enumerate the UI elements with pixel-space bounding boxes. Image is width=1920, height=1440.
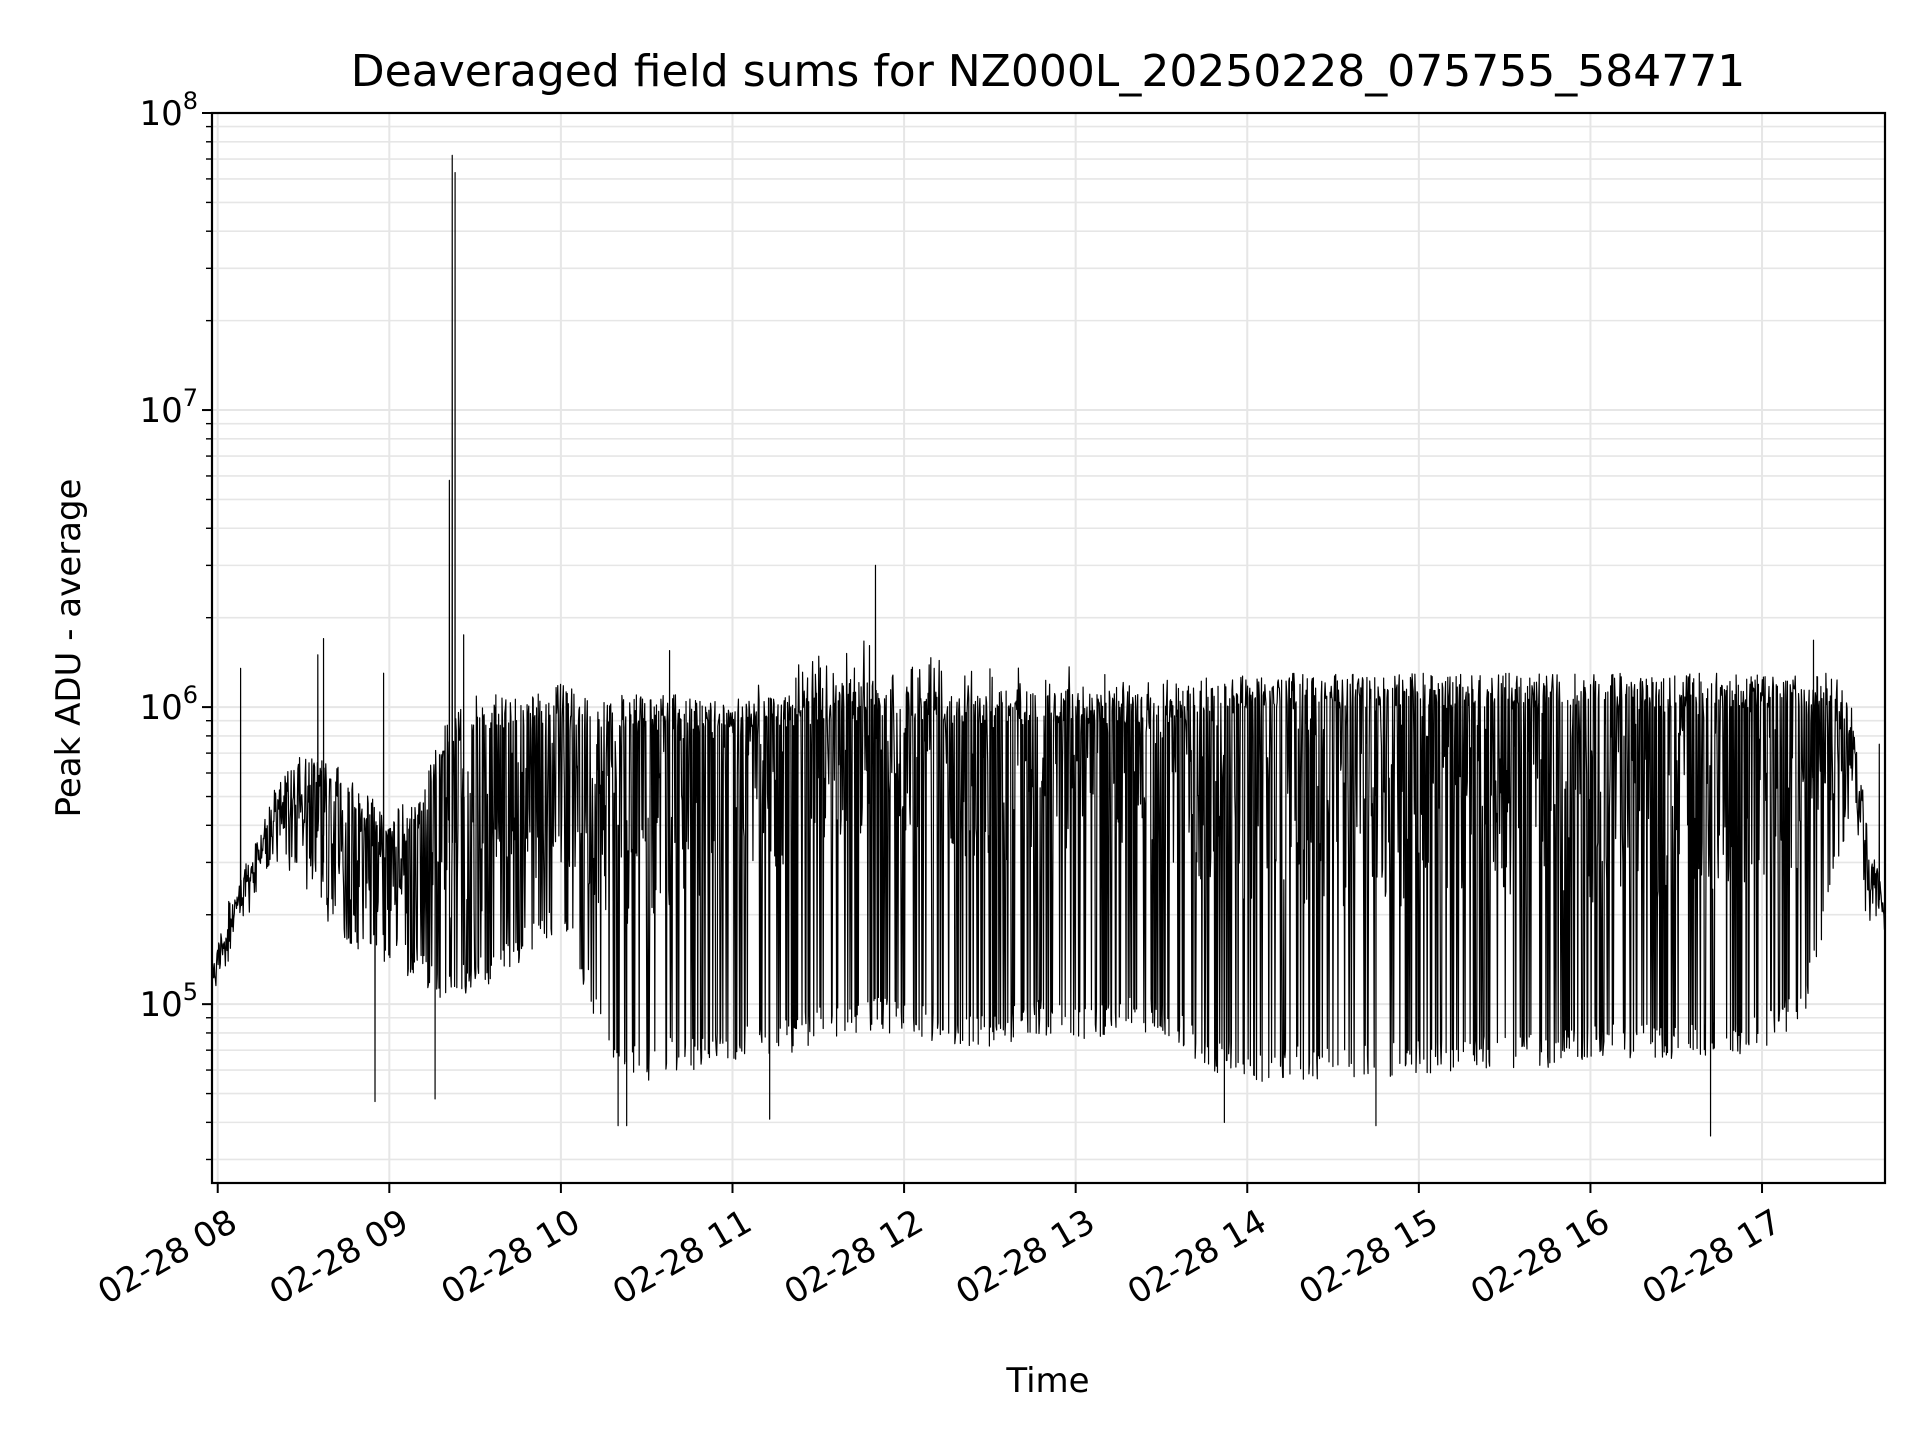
y-tick-label: 105 xyxy=(139,978,198,1025)
x-axis-title: Time xyxy=(1005,1361,1089,1401)
plot-frame xyxy=(210,111,1887,1185)
plot-area xyxy=(211,154,1886,1137)
y-axis: 105 106 107 108 xyxy=(139,87,212,1161)
series-line xyxy=(211,154,1886,1137)
y-tick-label: 108 xyxy=(139,87,198,134)
chart-title: Deaveraged field sums for NZ000L_2025022… xyxy=(351,46,1745,97)
y-tick-label: 107 xyxy=(139,384,198,431)
y-tick-label: 106 xyxy=(139,681,198,728)
y-axis-title: Peak ADU - average xyxy=(49,479,89,818)
